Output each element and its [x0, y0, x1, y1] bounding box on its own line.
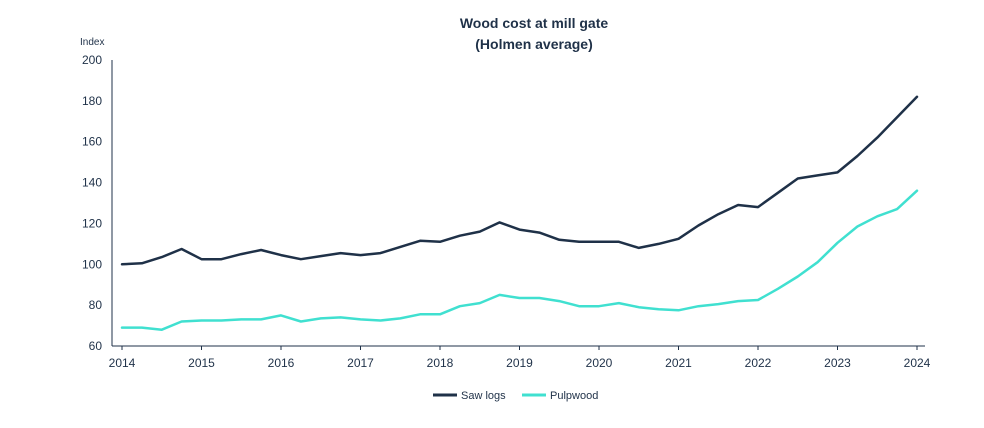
y-tick-labels: 60 80 100 120 140 160 180 200: [82, 53, 102, 353]
x-tick-label: 2016: [268, 356, 295, 370]
y-tick-label: 120: [82, 216, 102, 230]
x-tick-label: 2023: [824, 356, 851, 370]
x-tick-label: 2014: [109, 356, 136, 370]
series-line-saw-logs: [120, 95, 919, 266]
legend: Saw logs Pulpwood: [433, 390, 598, 402]
y-tick-label: 160: [82, 135, 102, 149]
y-tick-label: 80: [89, 298, 103, 312]
x-tick-label: 2017: [347, 356, 374, 370]
y-tick-label: 60: [89, 339, 103, 353]
y-tick-label: 200: [82, 53, 102, 67]
y-tick-label: 140: [82, 176, 102, 190]
x-tick-label: 2022: [745, 356, 772, 370]
x-tick-label: 2020: [586, 356, 613, 370]
series-lines: [120, 95, 919, 331]
legend-label-pulpwood: Pulpwood: [550, 390, 598, 402]
y-tick-label: 100: [82, 257, 102, 271]
series-line-pulpwood: [120, 189, 919, 331]
chart-subtitle: (Holmen average): [475, 36, 592, 52]
x-tick-label: 2019: [506, 356, 533, 370]
y-axis-label: Index: [80, 37, 104, 48]
x-tick-label: 2018: [427, 356, 454, 370]
x-tick-label: 2021: [665, 356, 692, 370]
x-tick-label: 2015: [188, 356, 215, 370]
x-tick-labels: 2014 2015 2016 2017 2018 2019 2020 2021 2022 2023…: [109, 346, 931, 370]
x-tick-label: 2024: [904, 356, 931, 370]
chart-title: Wood cost at mill gate: [460, 15, 609, 31]
legend-label-saw-logs: Saw logs: [461, 390, 506, 402]
y-tick-label: 180: [82, 94, 102, 108]
